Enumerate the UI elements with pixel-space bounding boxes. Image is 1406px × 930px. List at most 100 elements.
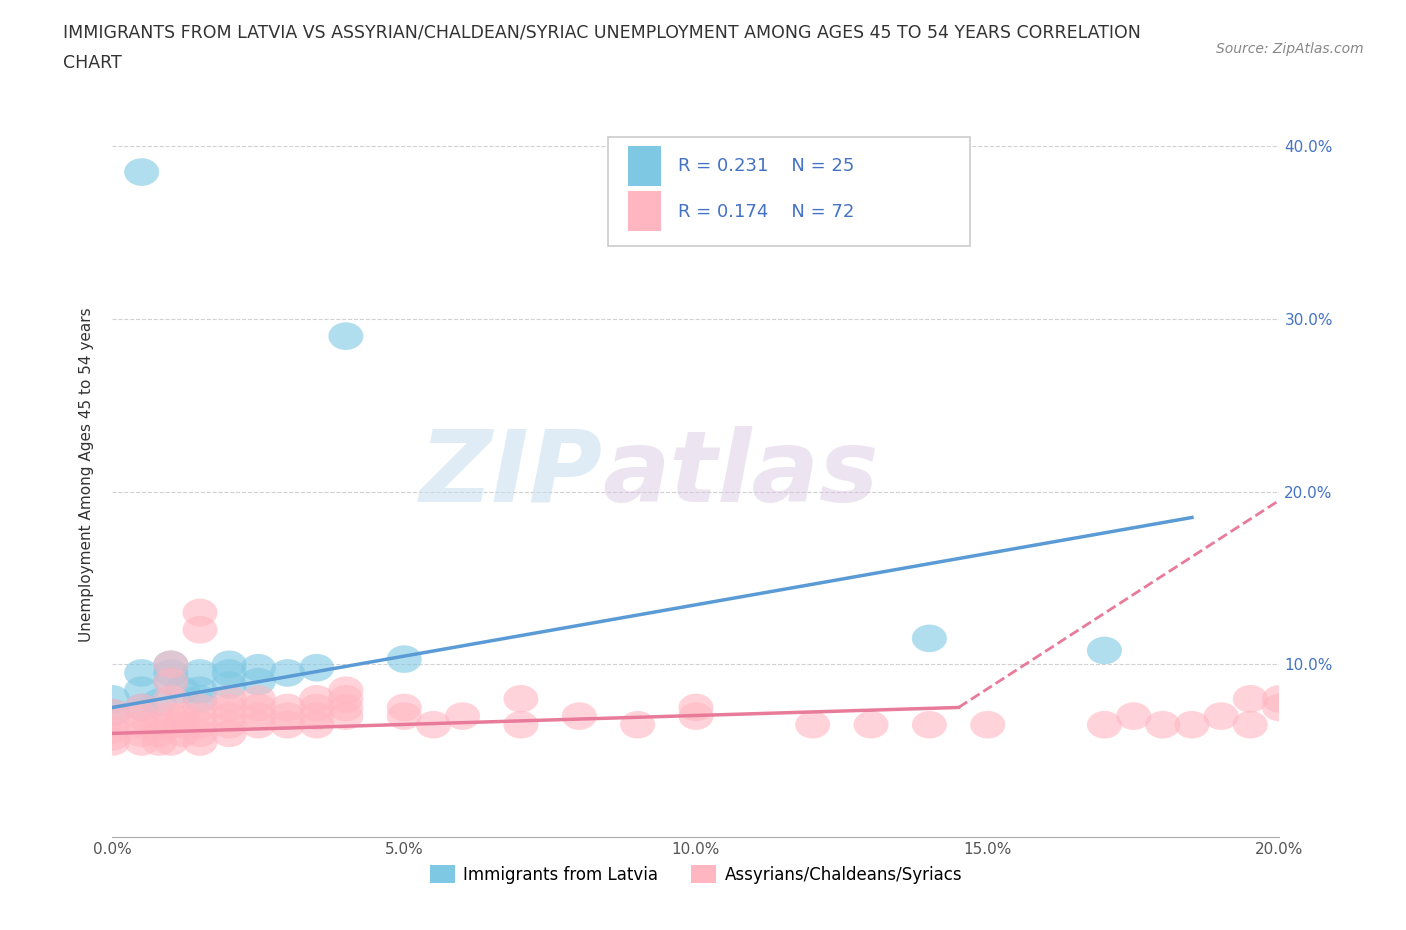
Ellipse shape [299,711,335,738]
Ellipse shape [240,702,276,730]
Ellipse shape [329,702,363,730]
Ellipse shape [679,694,713,722]
Ellipse shape [1263,694,1296,722]
Ellipse shape [142,711,177,738]
Ellipse shape [1174,711,1209,738]
Ellipse shape [329,685,363,712]
Ellipse shape [183,616,218,644]
Ellipse shape [1116,702,1152,730]
Ellipse shape [124,676,159,704]
Ellipse shape [299,654,335,682]
Ellipse shape [270,711,305,738]
Ellipse shape [153,728,188,756]
Ellipse shape [165,702,200,730]
Ellipse shape [212,671,246,698]
Ellipse shape [124,728,159,756]
Ellipse shape [183,720,218,747]
Ellipse shape [912,711,946,738]
Text: ZIP: ZIP [419,426,603,523]
Ellipse shape [153,650,188,678]
Ellipse shape [212,702,246,730]
FancyBboxPatch shape [628,192,661,232]
Ellipse shape [96,698,129,726]
Ellipse shape [329,323,363,350]
Ellipse shape [853,711,889,738]
Ellipse shape [270,702,305,730]
Ellipse shape [503,685,538,712]
Ellipse shape [96,706,129,734]
Ellipse shape [183,711,218,738]
Text: atlas: atlas [603,426,879,523]
Ellipse shape [299,685,335,712]
Ellipse shape [240,685,276,712]
Ellipse shape [124,711,159,738]
Ellipse shape [212,650,246,678]
Ellipse shape [96,698,129,726]
Ellipse shape [329,694,363,722]
Ellipse shape [124,702,159,730]
Ellipse shape [183,599,218,626]
Ellipse shape [446,702,479,730]
Ellipse shape [212,685,246,712]
Ellipse shape [562,702,596,730]
Ellipse shape [1263,685,1296,712]
Ellipse shape [240,694,276,722]
Ellipse shape [96,716,129,744]
Ellipse shape [970,711,1005,738]
Ellipse shape [503,711,538,738]
Ellipse shape [212,659,246,686]
Ellipse shape [299,694,335,722]
Ellipse shape [153,711,188,738]
Ellipse shape [1204,702,1239,730]
Ellipse shape [124,694,159,722]
Ellipse shape [796,711,830,738]
Ellipse shape [183,694,218,722]
Text: R = 0.231    N = 25: R = 0.231 N = 25 [679,157,855,175]
Ellipse shape [153,659,188,686]
Ellipse shape [183,659,218,686]
Ellipse shape [96,728,129,756]
Ellipse shape [124,659,159,686]
Ellipse shape [96,723,129,751]
Ellipse shape [329,676,363,704]
Y-axis label: Unemployment Among Ages 45 to 54 years: Unemployment Among Ages 45 to 54 years [79,307,94,642]
Ellipse shape [165,720,200,747]
Ellipse shape [387,645,422,673]
Ellipse shape [679,702,713,730]
Ellipse shape [240,711,276,738]
Ellipse shape [270,659,305,686]
Ellipse shape [270,694,305,722]
Ellipse shape [1146,711,1180,738]
Ellipse shape [1087,637,1122,664]
Ellipse shape [1233,685,1268,712]
Ellipse shape [142,728,177,756]
Ellipse shape [165,676,200,704]
Ellipse shape [416,711,451,738]
Ellipse shape [387,694,422,722]
Ellipse shape [1087,711,1122,738]
Ellipse shape [183,676,218,704]
Ellipse shape [142,688,177,716]
Ellipse shape [620,711,655,738]
Ellipse shape [212,720,246,747]
Ellipse shape [96,685,129,712]
Ellipse shape [299,702,335,730]
FancyBboxPatch shape [609,137,970,246]
Ellipse shape [1233,711,1268,738]
Ellipse shape [240,654,276,682]
Ellipse shape [912,625,946,652]
Text: Source: ZipAtlas.com: Source: ZipAtlas.com [1216,42,1364,56]
Ellipse shape [165,711,200,738]
Ellipse shape [124,694,159,722]
Ellipse shape [153,702,188,730]
Ellipse shape [183,702,218,730]
FancyBboxPatch shape [628,146,661,186]
Text: IMMIGRANTS FROM LATVIA VS ASSYRIAN/CHALDEAN/SYRIAC UNEMPLOYMENT AMONG AGES 45 TO: IMMIGRANTS FROM LATVIA VS ASSYRIAN/CHALD… [63,23,1142,41]
Ellipse shape [124,720,159,747]
Ellipse shape [183,728,218,756]
Ellipse shape [142,720,177,747]
Ellipse shape [212,711,246,738]
Ellipse shape [240,668,276,696]
Ellipse shape [153,668,188,696]
Ellipse shape [212,694,246,722]
